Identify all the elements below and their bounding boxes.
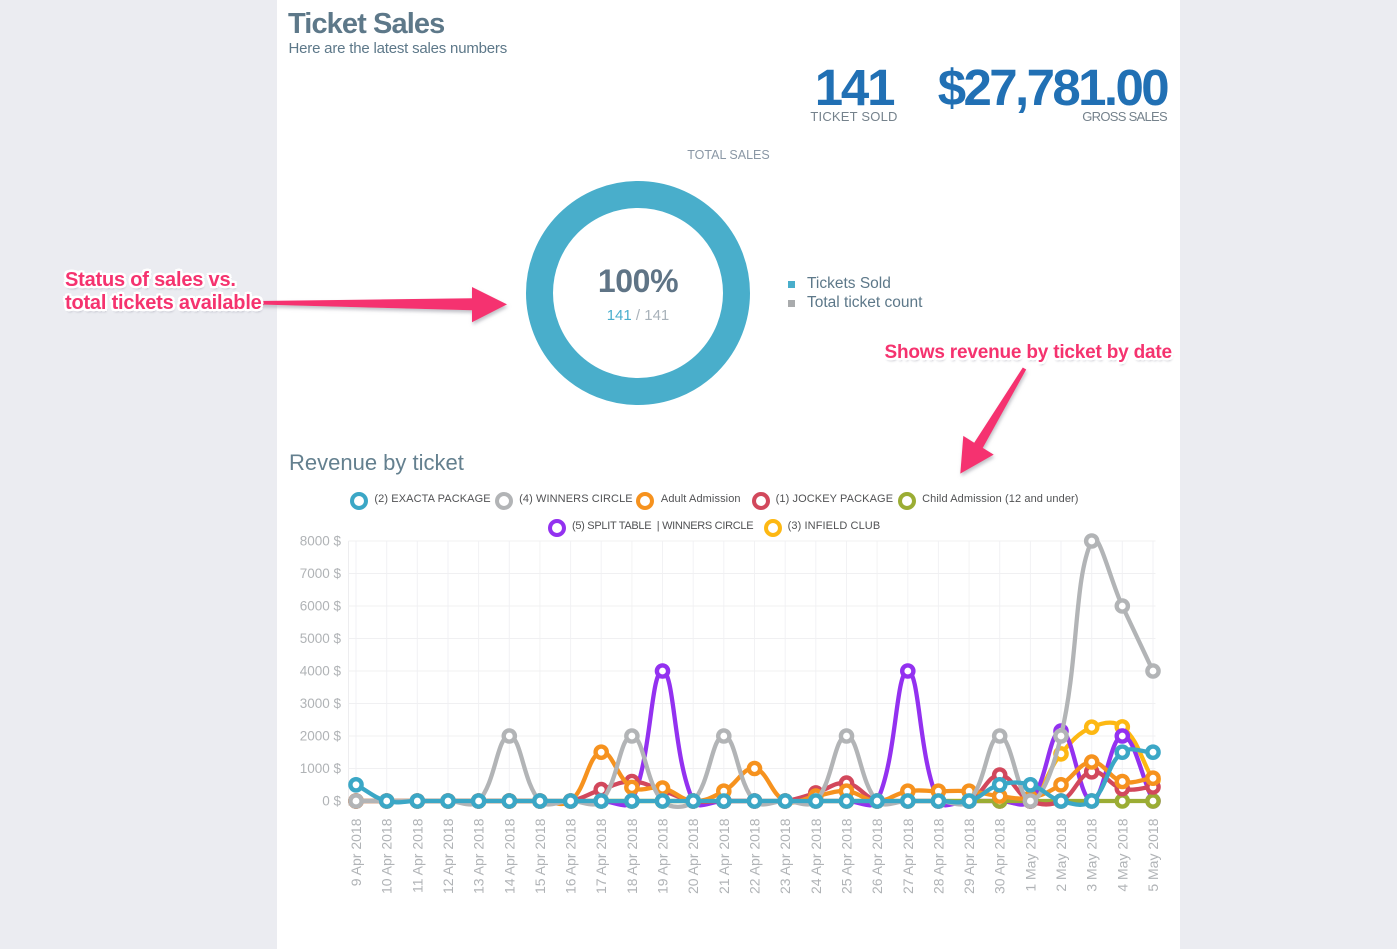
- svg-text:4000 $: 4000 $: [300, 664, 342, 679]
- svg-text:11 Apr 2018: 11 Apr 2018: [409, 818, 425, 893]
- svg-text:0 $: 0 $: [322, 794, 341, 809]
- svg-text:28 Apr 2018: 28 Apr 2018: [930, 818, 946, 894]
- svg-text:4 May 2018: 4 May 2018: [1114, 818, 1130, 891]
- svg-text:17 Apr 2018: 17 Apr 2018: [593, 818, 609, 894]
- svg-text:2 May 2018: 2 May 2018: [1053, 818, 1069, 891]
- svg-text:14 Apr 2018: 14 Apr 2018: [501, 818, 517, 894]
- svg-text:26 Apr 2018: 26 Apr 2018: [869, 818, 885, 894]
- svg-text:12 Apr 2018: 12 Apr 2018: [440, 818, 456, 894]
- svg-text:3000 $: 3000 $: [300, 696, 342, 711]
- svg-text:23 Apr 2018: 23 Apr 2018: [777, 818, 793, 894]
- svg-text:15 Apr 2018: 15 Apr 2018: [532, 818, 548, 894]
- svg-text:1 May 2018: 1 May 2018: [1022, 818, 1038, 891]
- svg-text:10 Apr 2018: 10 Apr 2018: [379, 818, 395, 894]
- svg-text:9 Apr 2018: 9 Apr 2018: [348, 818, 364, 886]
- svg-text:13 Apr 2018: 13 Apr 2018: [471, 818, 487, 894]
- svg-text:3 May 2018: 3 May 2018: [1084, 818, 1100, 891]
- svg-text:5000 $: 5000 $: [300, 631, 342, 646]
- svg-text:16 Apr 2018: 16 Apr 2018: [563, 818, 579, 894]
- svg-text:30 Apr 2018: 30 Apr 2018: [992, 818, 1008, 894]
- svg-text:2000 $: 2000 $: [300, 729, 342, 744]
- svg-text:19 Apr 2018: 19 Apr 2018: [655, 818, 671, 894]
- svg-text:21 Apr 2018: 21 Apr 2018: [716, 818, 732, 894]
- svg-text:25 Apr 2018: 25 Apr 2018: [839, 818, 855, 894]
- svg-text:1000 $: 1000 $: [300, 761, 342, 776]
- svg-text:5 May 2018: 5 May 2018: [1145, 818, 1161, 891]
- svg-text:27 Apr 2018: 27 Apr 2018: [900, 818, 916, 894]
- svg-text:18 Apr 2018: 18 Apr 2018: [624, 818, 640, 894]
- svg-text:24 Apr 2018: 24 Apr 2018: [808, 818, 824, 894]
- svg-text:20 Apr 2018: 20 Apr 2018: [685, 818, 701, 894]
- svg-text:7000 $: 7000 $: [300, 566, 342, 581]
- svg-text:22 Apr 2018: 22 Apr 2018: [747, 818, 763, 894]
- svg-text:8000 $: 8000 $: [300, 534, 342, 549]
- svg-text:6000 $: 6000 $: [300, 599, 342, 614]
- svg-text:29 Apr 2018: 29 Apr 2018: [961, 818, 977, 894]
